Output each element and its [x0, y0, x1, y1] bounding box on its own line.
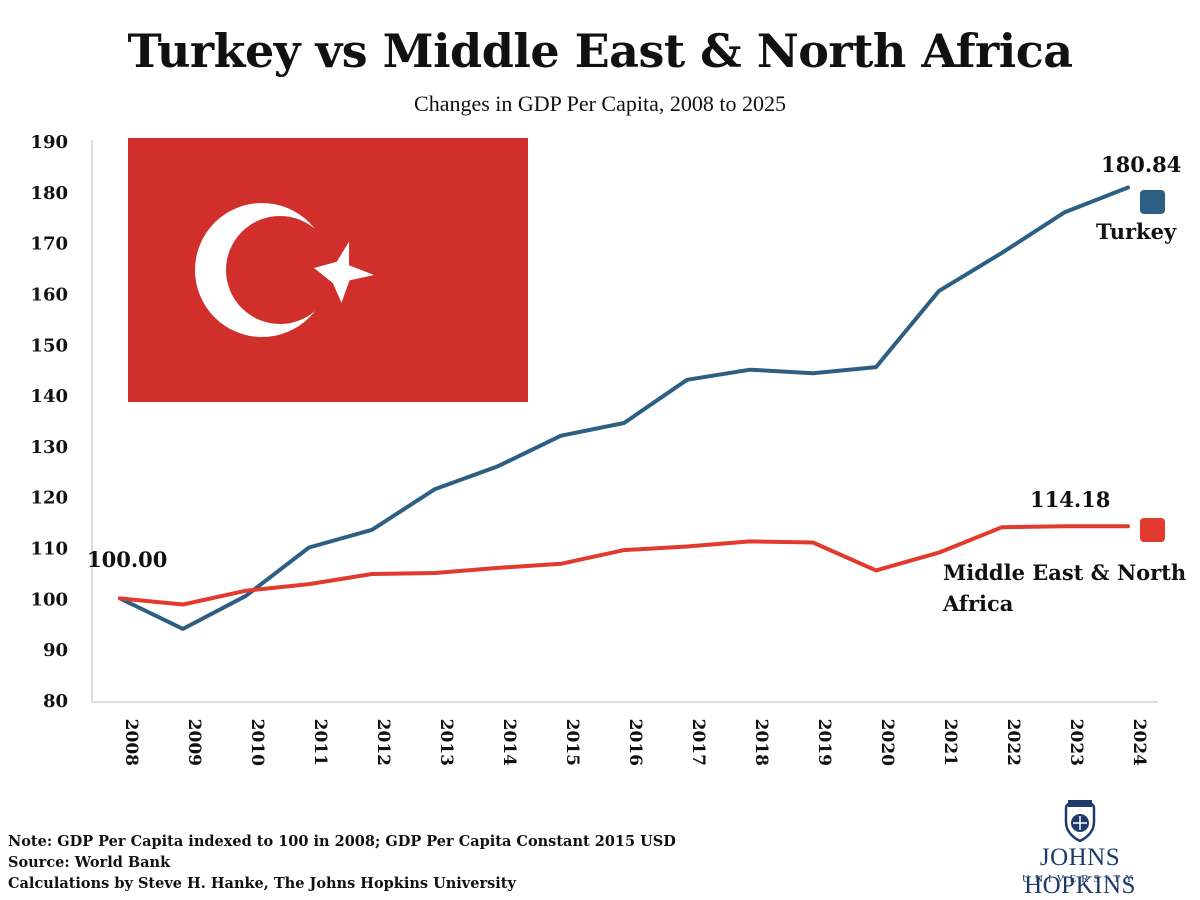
- jhu-logo-name: JOHNS HOPKINS: [1024, 844, 1136, 899]
- y-tick-label: 90: [43, 640, 68, 661]
- chart-subtitle: Changes in GDP Per Capita, 2008 to 2025: [414, 91, 786, 116]
- flag-star: [314, 241, 374, 303]
- mena-end-value-label: 114.18: [1030, 487, 1110, 512]
- x-tick-label: 2009: [184, 719, 204, 766]
- x-tick-label: 2023: [1066, 719, 1086, 766]
- x-axis-ticks: 2008 2009 2010 2011 2012 2013 2014 2015 2016 2017…: [121, 719, 1149, 766]
- series-lines: [118, 185, 1130, 631]
- start-value-label: 100.00: [87, 547, 167, 572]
- x-tick-label: 2022: [1003, 719, 1023, 766]
- x-tick-label: 2013: [436, 719, 456, 766]
- mena-series-line: [118, 524, 1130, 607]
- chart-title: Turkey vs Middle East & North Africa: [127, 24, 1073, 78]
- footer-source: Source: World Bank: [8, 854, 171, 871]
- y-axis-ticks: 80 90 100 110 120 130 140 150 160 170 180 190: [30, 132, 68, 712]
- jhu-logo-subtitle: UNIVERSITY: [1022, 873, 1138, 885]
- x-tick-label: 2016: [625, 719, 645, 766]
- x-tick-label: 2020: [877, 719, 897, 766]
- mena-legend-label-line1: Middle East & North: [943, 560, 1186, 585]
- x-tick-label: 2024: [1129, 719, 1149, 766]
- jhu-logo: JOHNS HOPKINS UNIVERSITY: [990, 798, 1170, 899]
- turkey-legend-swatch: [1140, 190, 1165, 214]
- turkey-flag-image: [128, 138, 528, 402]
- x-tick-label: 2017: [688, 719, 708, 766]
- turkey-series-line: [118, 185, 1130, 631]
- y-tick-label: 120: [30, 488, 68, 509]
- x-tick-label: 2019: [814, 719, 834, 766]
- x-tick-label: 2021: [940, 719, 960, 766]
- y-tick-label: 160: [30, 284, 68, 305]
- x-tick-label: 2008: [121, 719, 141, 766]
- jhu-shield-icon: [1064, 800, 1096, 842]
- turkey-end-value-label: 180.84: [1101, 152, 1181, 177]
- y-tick-label: 170: [30, 234, 68, 255]
- x-tick-label: 2015: [562, 719, 582, 766]
- x-tick-label: 2011: [310, 719, 330, 766]
- footer-note: Note: GDP Per Capita indexed to 100 in 2…: [8, 833, 676, 850]
- flag-crescent-inner: [226, 216, 334, 324]
- x-tick-label: 2018: [751, 719, 771, 766]
- chart-footer: Note: GDP Per Capita indexed to 100 in 2…: [8, 831, 676, 894]
- x-tick-label: 2010: [247, 719, 267, 766]
- y-tick-label: 140: [30, 386, 68, 407]
- y-tick-label: 110: [30, 539, 68, 560]
- y-tick-label: 190: [30, 132, 68, 153]
- mena-legend-swatch: [1140, 518, 1165, 542]
- footer-credit: Calculations by Steve H. Hanke, The John…: [8, 875, 516, 892]
- y-tick-label: 100: [30, 589, 68, 610]
- y-tick-label: 80: [43, 691, 68, 712]
- y-tick-label: 130: [30, 437, 68, 458]
- x-tick-label: 2012: [373, 719, 393, 766]
- y-tick-label: 150: [30, 335, 68, 356]
- turkey-legend-label: Turkey: [1096, 219, 1177, 244]
- x-tick-label: 2014: [499, 719, 519, 766]
- mena-legend-label-line2: Africa: [942, 591, 1014, 616]
- y-tick-label: 180: [30, 183, 68, 204]
